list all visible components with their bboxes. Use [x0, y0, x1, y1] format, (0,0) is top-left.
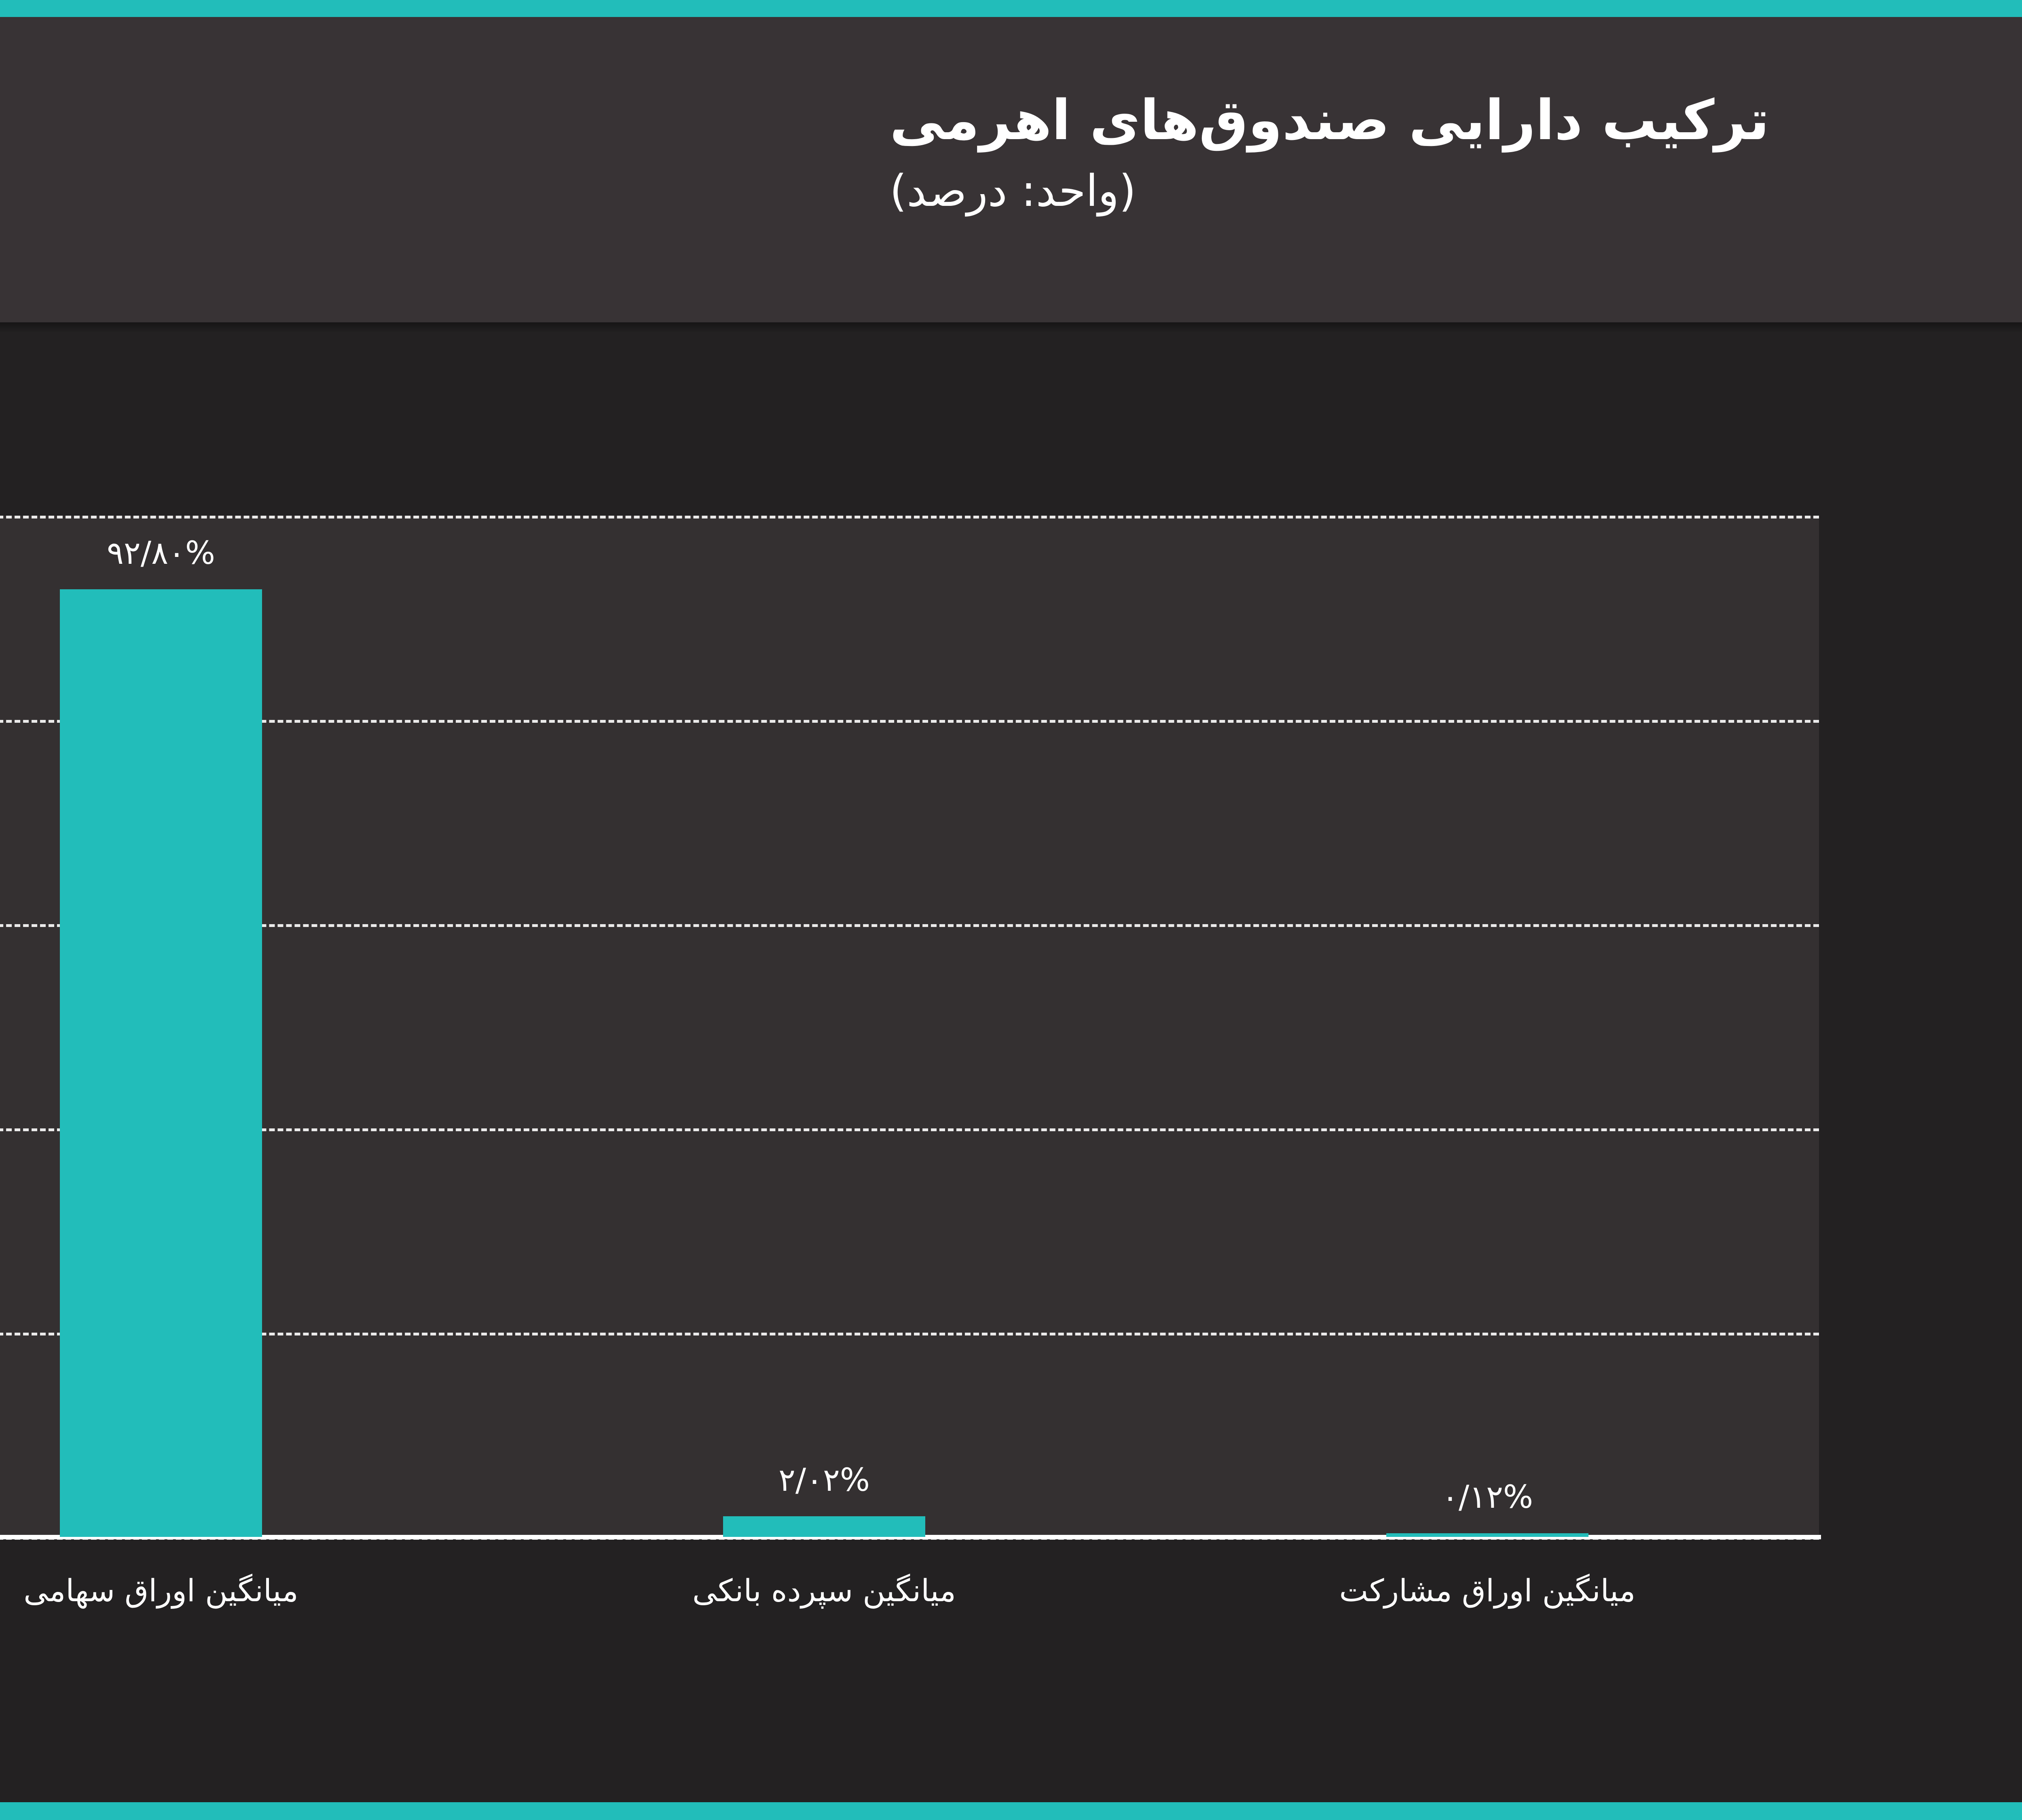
x-tick-label: میانگین سپرده بانکی — [692, 1572, 956, 1608]
header-band: اکوایـــران تصویـر اقتصـاد ایـران ترکیب … — [0, 17, 2022, 322]
plot-area — [0, 516, 1819, 1540]
bar[interactable] — [1386, 1533, 1588, 1537]
gridline — [0, 1333, 1819, 1335]
gridline — [0, 924, 1819, 927]
bar[interactable] — [60, 589, 262, 1537]
header-title-block: ترکیب دارایی صندوق‌های اهرمی (واحد: درصد… — [890, 90, 1925, 218]
bottom-accent-bar — [0, 1802, 2022, 1820]
x-axis-line — [0, 1535, 1821, 1539]
x-tick-label: میانگین اوراق سهامی — [23, 1572, 298, 1608]
top-accent-bar — [0, 0, 2022, 17]
x-tick-label: میانگین اوراق مشارکت — [1339, 1572, 1636, 1608]
bar-value-label: ۹۲/۸۰% — [107, 535, 215, 571]
bar[interactable] — [723, 1516, 925, 1537]
gridline — [0, 516, 1819, 518]
gridline — [0, 720, 1819, 723]
page-title: ترکیب دارایی صندوق‌های اهرمی — [890, 89, 1770, 152]
bar-value-label: ۲/۰۲% — [778, 1462, 870, 1498]
header-shadow — [0, 322, 2022, 333]
page-subtitle: (واحد: درصد) — [890, 166, 1136, 217]
gridline — [0, 1128, 1819, 1131]
bar-value-label: ۰/۱۲% — [1441, 1479, 1533, 1515]
